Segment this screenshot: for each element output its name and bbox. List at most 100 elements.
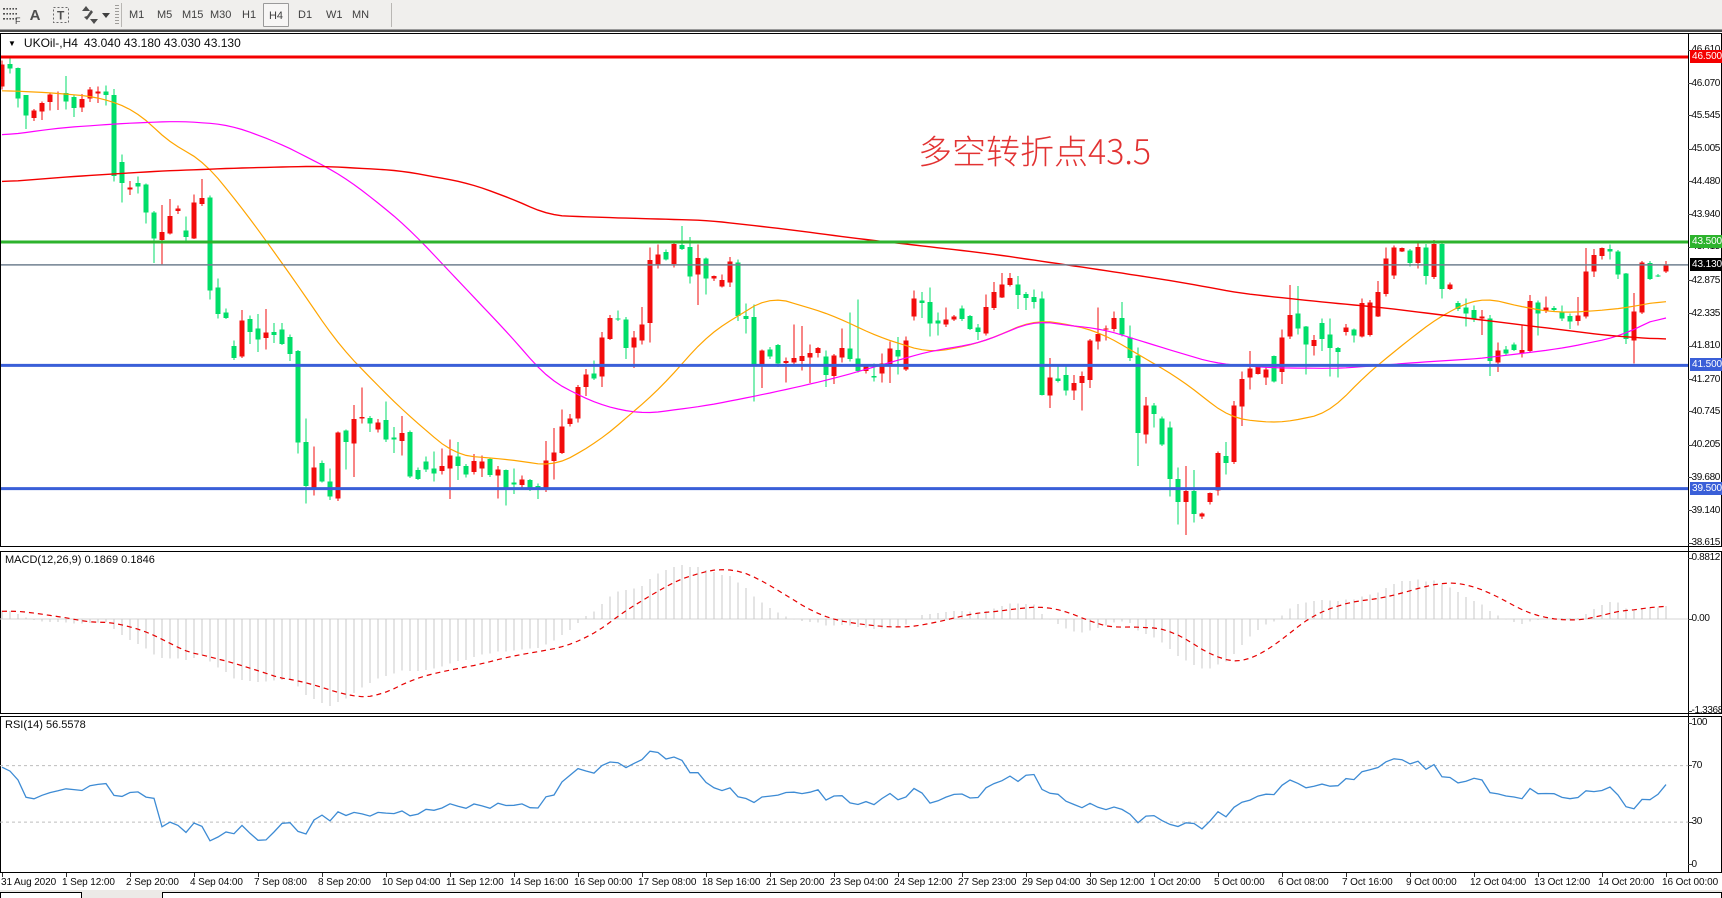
macd-hist-bar <box>769 607 771 619</box>
candle-wick <box>873 363 875 382</box>
macd-hist-bar <box>97 619 99 623</box>
candle-wick <box>1081 371 1083 411</box>
candle-body <box>1207 492 1213 503</box>
macd-label: MACD(12,26,9) 0.1869 0.1846 <box>5 554 155 566</box>
macd-hist-bar <box>641 586 643 619</box>
annotation-glyph <box>954 135 984 166</box>
macd-hist-bar <box>729 576 731 619</box>
candle-body <box>1015 284 1021 296</box>
macd-label-name: MACD(12,26,9) <box>5 554 82 566</box>
candle-body <box>1623 273 1629 339</box>
candle-body <box>0 64 5 87</box>
arrows-dropdown-icon[interactable] <box>99 4 113 26</box>
candle-body <box>1199 513 1205 517</box>
candle-body <box>303 441 309 487</box>
macd-hist-bar <box>1001 605 1003 619</box>
candle-body <box>791 357 797 363</box>
candle-body <box>1183 491 1189 503</box>
macd-hist-bar <box>777 612 779 619</box>
price-scale-label: 39.140 <box>1691 504 1721 516</box>
candle-body <box>783 361 789 363</box>
timeframe-H4[interactable]: H4 <box>263 3 289 27</box>
candle-wick <box>433 451 435 482</box>
background-window-1[interactable] <box>162 892 1722 898</box>
candle-body <box>215 287 221 315</box>
candle-body <box>7 63 13 69</box>
background-window-0[interactable] <box>0 892 82 898</box>
candle-body <box>503 470 509 488</box>
candle-body <box>1279 337 1285 373</box>
macd-hist-bar <box>889 619 891 628</box>
candle-body <box>167 216 173 234</box>
time-label: 16 Oct 00:00 <box>1662 877 1719 888</box>
candle-body <box>375 422 381 430</box>
chart-canvas[interactable] <box>0 33 1722 898</box>
timeframe-MN[interactable]: MN <box>352 9 370 21</box>
candle-body <box>199 198 205 204</box>
macd-hist-bar <box>761 602 763 619</box>
candle-wick <box>1481 309 1483 336</box>
toolbar: F A T M1 M5 M15 M30 H1 H4 D1 W1 MN <box>0 0 1722 32</box>
candle-body <box>127 187 133 190</box>
macd-hist-bar <box>1177 619 1179 657</box>
timeframe-M5[interactable]: M5 <box>157 9 173 21</box>
macd-hist-bar <box>169 619 171 659</box>
time-label: 21 Sep 20:00 <box>766 877 825 888</box>
macd-hist-bar <box>209 619 211 662</box>
macd-hist-bar <box>737 582 739 619</box>
chart-window[interactable]: ▼ UKOil-,H4 43.040 43.180 43.030 43.130 … <box>0 33 1722 879</box>
macd-hist-bar <box>505 619 507 652</box>
timeframe-D1[interactable]: D1 <box>298 9 313 21</box>
time-axis[interactable]: 31 Aug 2020 1 Sep 12:00 2 Sep 20:00 4 Sep 0… <box>0 873 1722 890</box>
candle-body <box>775 344 781 364</box>
macd-hist-bar <box>1433 580 1435 619</box>
candle-body <box>663 251 669 260</box>
rsi-label-value: 56.5578 <box>45 719 86 731</box>
chart-title: ▼ UKOil-,H4 43.040 43.180 43.030 43.130 <box>8 36 241 50</box>
toolbar-grip[interactable] <box>115 5 119 25</box>
candle-body <box>119 161 125 183</box>
timeframe-H1[interactable]: H1 <box>242 9 257 21</box>
time-tick <box>834 873 835 877</box>
candle-wick <box>1545 296 1547 313</box>
candle-wick <box>513 468 515 495</box>
price-scale-label: 39.680 <box>1691 471 1721 483</box>
macd-hist-bar <box>1465 596 1467 619</box>
macd-hist-bar <box>1025 603 1027 619</box>
macd-hist-bar <box>545 619 547 645</box>
candle-body <box>1383 258 1389 294</box>
text-box-icon[interactable]: T <box>50 4 72 26</box>
macd-hist-bar <box>1313 601 1315 619</box>
candle-body <box>1455 303 1461 310</box>
macd-hist-bar <box>801 619 803 621</box>
arrows-tool-icon-shape <box>82 6 98 24</box>
timeframe-M15[interactable]: M15 <box>182 9 204 21</box>
text-label-icon[interactable]: A <box>29 6 41 24</box>
macd-hist-bar <box>265 619 267 682</box>
macd-hist-bar <box>25 617 27 619</box>
arrows-tool-icon[interactable] <box>79 4 101 26</box>
time-tick <box>1154 873 1155 877</box>
rsi-label-name: RSI(14) <box>5 719 43 731</box>
macd-hist-bar <box>393 619 395 674</box>
candle-body <box>511 482 517 485</box>
timeframe-M1[interactable]: M1 <box>129 9 145 21</box>
candle-body <box>1551 307 1557 310</box>
macd-hist-bar <box>809 619 811 623</box>
macd-hist-bar <box>353 619 355 693</box>
candle-body <box>631 337 637 348</box>
macd-hist-bar <box>1041 613 1043 619</box>
macd-hist-bar <box>497 619 499 652</box>
macd-hist-bar <box>849 619 851 626</box>
candle-body <box>959 308 965 320</box>
macd-hist-bar <box>1457 592 1459 619</box>
macd-hist-bar <box>1641 608 1643 619</box>
macd-hist-bar <box>1281 615 1283 619</box>
symbol-dropdown-icon[interactable]: ▼ <box>8 38 16 48</box>
candle-wick <box>105 85 107 106</box>
macd-hist-bar <box>385 619 387 677</box>
timeframe-M30[interactable]: M30 <box>210 9 232 21</box>
fibonacci-grid-icon[interactable]: F <box>1 4 23 26</box>
candle-body <box>495 469 501 476</box>
timeframe-W1[interactable]: W1 <box>326 9 343 21</box>
